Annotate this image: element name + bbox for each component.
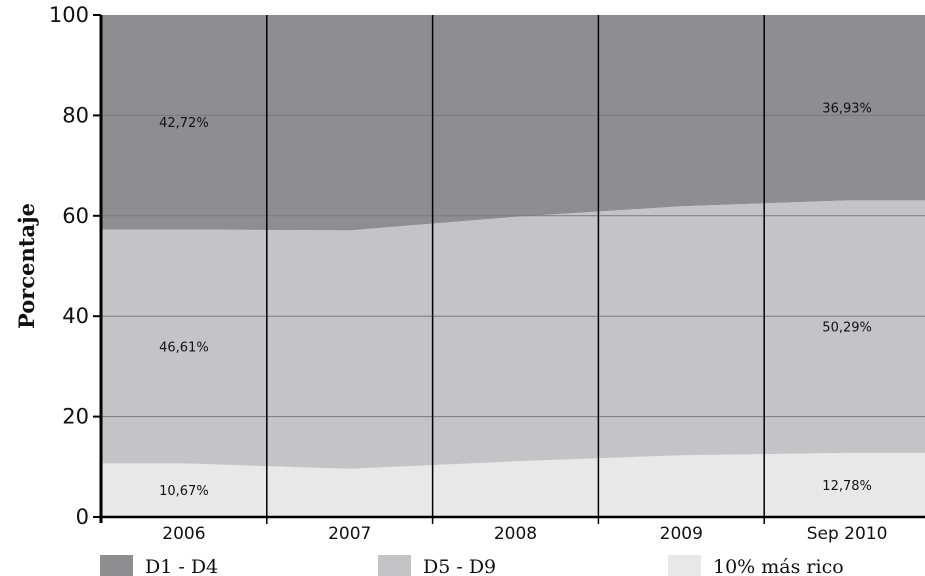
legend-swatch-d5-d9 xyxy=(378,555,411,576)
gridline-layer xyxy=(101,114,925,418)
data-label: 46,61% xyxy=(159,340,209,355)
x-tick-label: 2007 xyxy=(328,524,371,544)
y-axis-label: Porcentaje xyxy=(14,203,39,329)
area-10-m-s-rico xyxy=(101,452,925,517)
y-tick-label: 100 xyxy=(49,3,89,27)
data-label: 12,78% xyxy=(822,479,872,494)
y-tick-label: 20 xyxy=(62,405,89,429)
category-divider-layer xyxy=(266,15,765,524)
data-label: 50,29% xyxy=(822,321,872,336)
y-tick-label: 80 xyxy=(62,103,89,127)
data-label: 36,93% xyxy=(822,102,872,117)
legend-label-d5-d9: D5 - D9 xyxy=(423,556,496,576)
data-label: 10,67% xyxy=(159,484,209,499)
x-tick-label: 2009 xyxy=(660,524,703,544)
y-tick-label: 40 xyxy=(62,304,89,328)
area-d1-d4 xyxy=(101,15,925,231)
legend-label-10-m-s-rico: 10% más rico xyxy=(713,556,844,576)
data-label: 42,72% xyxy=(159,116,209,131)
legend-swatch-d1-d4 xyxy=(100,555,133,576)
data-label-layer: 42,72% 36,93% 46,61% 50,29% 10,67% 12,78% xyxy=(159,102,872,500)
x-tick-label: 2008 xyxy=(494,524,537,544)
y-tick-label: 0 xyxy=(76,505,89,529)
x-tick-label: Sep 2010 xyxy=(807,524,888,544)
area-d5-d9 xyxy=(101,200,925,469)
x-tick-label: 2006 xyxy=(162,524,205,544)
legend-label-d1-d4: D1 - D4 xyxy=(145,556,218,576)
y-tick-label: 60 xyxy=(62,204,89,228)
axes-layer xyxy=(99,15,925,523)
legend: D1 - D4 D5 - D9 10% más rico xyxy=(100,555,844,576)
area-layer xyxy=(101,15,925,517)
y-tick-layer: 0 20 40 60 80 100 xyxy=(49,3,101,529)
legend-swatch-10-m-s-rico xyxy=(668,555,701,576)
x-tick-layer: 2006 2007 2008 2009 Sep 2010 xyxy=(162,524,887,544)
